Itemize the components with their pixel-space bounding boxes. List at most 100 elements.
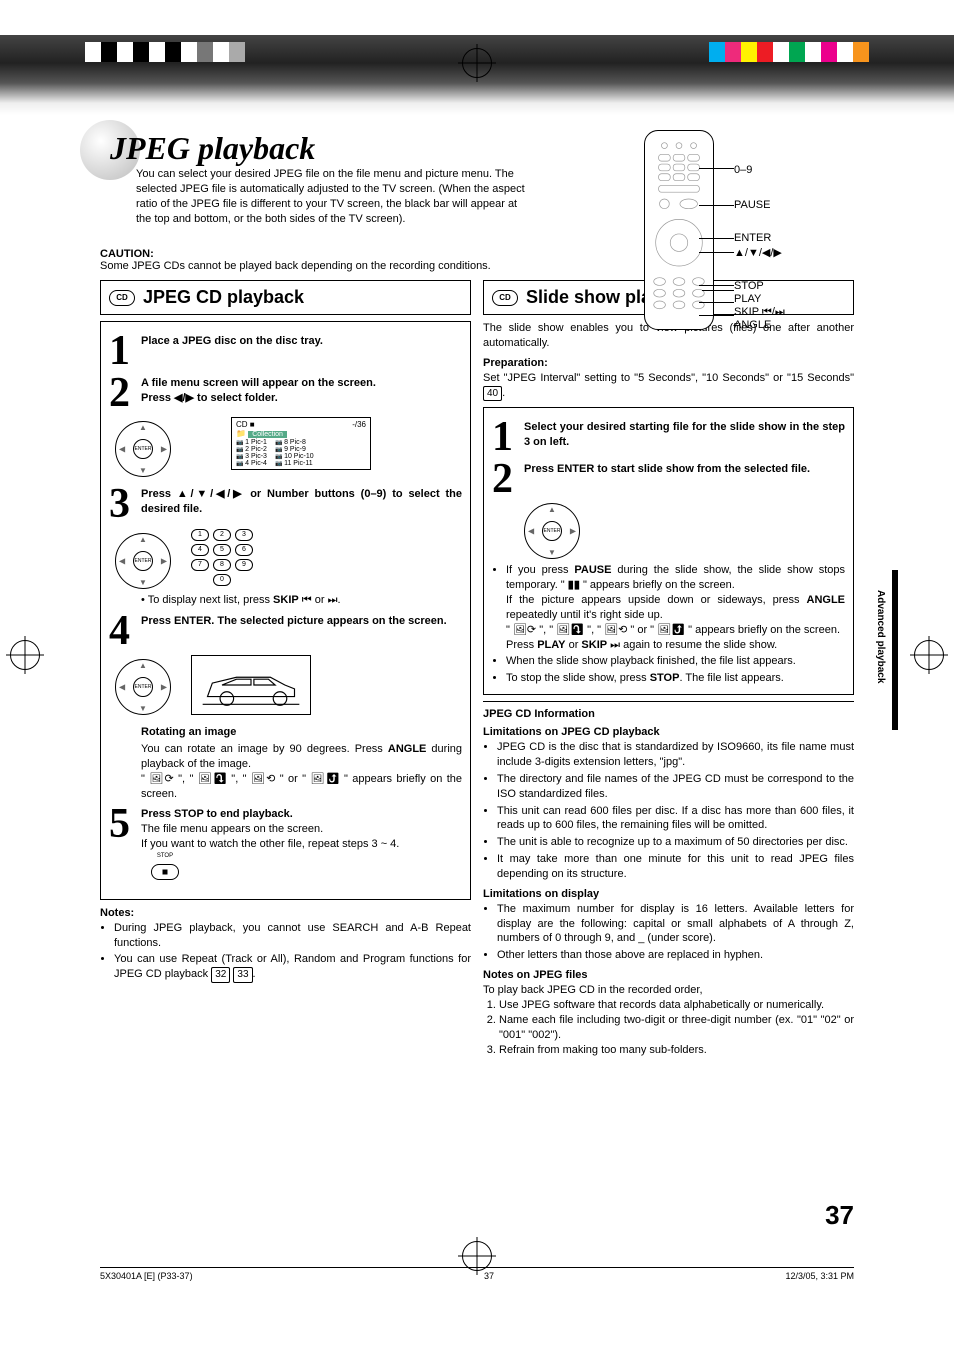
page-ref: 33 — [233, 967, 252, 983]
registration-mark-icon — [462, 48, 492, 78]
limitation-item: This unit can read 600 files per disc. I… — [497, 804, 854, 834]
jpeg-info-heading: JPEG CD Information — [483, 708, 854, 720]
limitation-item: The maximum number for display is 16 let… — [497, 902, 854, 947]
notes-jpeg-heading: Notes on JPEG files — [483, 969, 854, 981]
stop-label: STOP — [151, 852, 179, 860]
dpad-icon: ENTER ▲▼ ◀▶ — [524, 503, 580, 559]
step3-tip-pre: • To display next list, press — [141, 594, 273, 606]
notes-jpeg-intro: To play back JPEG CD in the recorded ord… — [483, 983, 854, 998]
slideshow-steps-box: 1 Select your desired starting file for … — [483, 407, 854, 695]
intro-paragraph: You can select your desired JPEG file on… — [136, 167, 526, 226]
limitation-item: The unit is able to recognize up to a ma… — [497, 835, 854, 850]
ss-bullet: If you press PAUSE during the slide show… — [506, 563, 845, 652]
page-ref: 40 — [483, 386, 502, 402]
step-number: 5 — [109, 809, 141, 841]
dpad-icon: ENTER ▲▼ ◀▶ — [115, 659, 171, 715]
cd-disc-icon: CD — [109, 290, 135, 306]
rot-p1: You can rotate an image by 90 degrees. P… — [141, 743, 388, 755]
filemenu-item: 9 Pic-9 — [275, 446, 314, 453]
filemenu-item: 8 Pic-8 — [275, 439, 314, 446]
rotating-heading: Rotating an image — [141, 725, 462, 740]
step3-tip-post: ⏮ or ⏭. — [299, 594, 341, 606]
ss-step2: Press ENTER to start slide show from the… — [524, 462, 845, 477]
filemenu-item: 4 Pic-4 — [236, 460, 267, 467]
note2-pre: You can use Repeat (Track or All), Rando… — [114, 953, 471, 980]
filemenu-folder: Collection — [248, 431, 287, 438]
filemenu-item: 1 Pic-1 — [236, 439, 267, 446]
print-footer: 5X30401A [E] (P33-37) 37 12/3/05, 3:31 P… — [100, 1267, 854, 1281]
caution-text: Some JPEG CDs cannot be played back depe… — [100, 260, 491, 272]
page-ref: 32 — [211, 967, 230, 983]
lim1-list: JPEG CD is the disc that is standardized… — [483, 740, 854, 882]
step5-b: The file menu appears on the screen. — [141, 822, 462, 837]
right-column: CD Slide show playback The slide show en… — [483, 280, 854, 1057]
ss-step1: Select your desired starting file for th… — [524, 420, 845, 450]
notes-jpeg-item: Use JPEG software that records data alph… — [499, 998, 854, 1013]
example-picture-car — [191, 655, 311, 715]
remote-label-dpad: ▲/▼/◀/▶ — [734, 245, 785, 262]
side-tab-label: Advanced playback — [875, 590, 886, 683]
notes-jpeg-item: Name each file including two-digit or th… — [499, 1013, 854, 1043]
limitation-item: Other letters than those above are repla… — [497, 948, 854, 963]
step-number: 2 — [109, 378, 141, 410]
notes-jpeg-list: Use JPEG software that records data alph… — [483, 998, 854, 1057]
note-item: During JPEG playback, you cannot use SEA… — [114, 921, 471, 951]
step2-text-a: A file menu screen will appear on the sc… — [141, 376, 462, 391]
filemenu-item: 11 Pic-11 — [275, 460, 314, 467]
rot-icons-text: " 🖼⟳ ", " 🖼⤵ ", " 🖼⟲ " or " 🖼⤴ " appears… — [141, 772, 462, 802]
file-menu-screenshot: CD ■-/36 📁 Collection 1 Pic-12 Pic-23 Pi… — [231, 417, 371, 470]
step-number: 2 — [492, 464, 524, 496]
footer-right: 12/3/05, 3:31 PM — [785, 1271, 854, 1281]
note-item: You can use Repeat (Track or All), Rando… — [114, 952, 471, 982]
step5-a: Press STOP to end playback. — [141, 807, 462, 822]
limitation-item: JPEG CD is the disc that is standardized… — [497, 740, 854, 770]
page-content: JPEG playback You can select your desire… — [100, 130, 854, 1057]
limitation-item: The directory and file names of the JPEG… — [497, 772, 854, 802]
step-number: 3 — [109, 489, 141, 521]
filemenu-header-right: -/36 — [352, 420, 366, 429]
jpeg-cd-steps-box: 1 Place a JPEG disc on the disc tray. 2 … — [100, 321, 471, 900]
footer-left: 5X30401A [E] (P33-37) — [100, 1271, 193, 1281]
dpad-icon: ENTER ▲▼ ◀▶ — [115, 533, 171, 589]
remote-labels: 0–9 PAUSE ENTER ▲/▼/◀/▶ STOP PLAY SKIP ⏮… — [734, 140, 785, 334]
registration-strip-left — [85, 42, 245, 62]
dpad-icon: ENTER ▲▼ ◀▶ — [115, 421, 171, 477]
caution-heading: CAUTION: — [100, 248, 154, 260]
notes-jpeg-item: Refrain from making too many sub-folders… — [499, 1043, 854, 1058]
jpeg-cd-title-box: CD JPEG CD playback — [100, 280, 471, 315]
cd-disc-icon: CD — [492, 290, 518, 306]
left-column: CD JPEG CD playback 1 Place a JPEG disc … — [100, 280, 471, 1057]
step5-c: If you want to watch the other file, rep… — [141, 837, 462, 852]
left-notes: Notes: During JPEG playback, you cannot … — [100, 906, 471, 983]
lim1-heading: Limitations on JPEG CD playback — [483, 726, 854, 738]
lim2-list: The maximum number for display is 16 let… — [483, 902, 854, 963]
filemenu-header-left: CD ■ — [236, 420, 255, 429]
number-pad-icon: 123 456 789 0 — [191, 529, 253, 589]
lim2-heading: Limitations on display — [483, 888, 854, 900]
section-title-left: JPEG CD playback — [143, 287, 304, 308]
page-title: JPEG playback — [100, 130, 854, 167]
filemenu-item: 2 Pic-2 — [236, 446, 267, 453]
notes-heading: Notes: — [100, 906, 471, 921]
filemenu-item: 3 Pic-3 — [236, 453, 267, 460]
remote-label-pause: PAUSE — [734, 197, 785, 214]
step4-text: Press ENTER. The selected picture appear… — [141, 614, 462, 629]
step-number: 4 — [109, 616, 141, 648]
preparation-heading: Preparation: — [483, 357, 854, 369]
step-number: 1 — [492, 422, 524, 454]
ss-bullet: When the slide show playback finished, t… — [506, 654, 845, 669]
step2-text-b: Press ◀/▶ to select folder. — [141, 391, 462, 406]
ss-bullet: To stop the slide show, press STOP. The … — [506, 671, 845, 686]
registration-mark-icon — [10, 640, 40, 670]
registration-strip-right — [709, 42, 869, 62]
stop-button-icon — [151, 864, 179, 880]
footer-mid: 37 — [484, 1271, 494, 1281]
side-tab-bar — [892, 570, 898, 730]
step-number: 1 — [109, 336, 141, 368]
page-number: 37 — [825, 1200, 854, 1231]
registration-mark-icon — [914, 640, 944, 670]
step3-tip-bold: SKIP — [273, 594, 299, 606]
step3-text: Press ▲/▼/◀/▶ or Number buttons (0–9) to… — [141, 487, 462, 517]
filemenu-item: 10 Pic-10 — [275, 453, 314, 460]
prep-text: Set "JPEG Interval" setting to "5 Second… — [483, 372, 854, 384]
